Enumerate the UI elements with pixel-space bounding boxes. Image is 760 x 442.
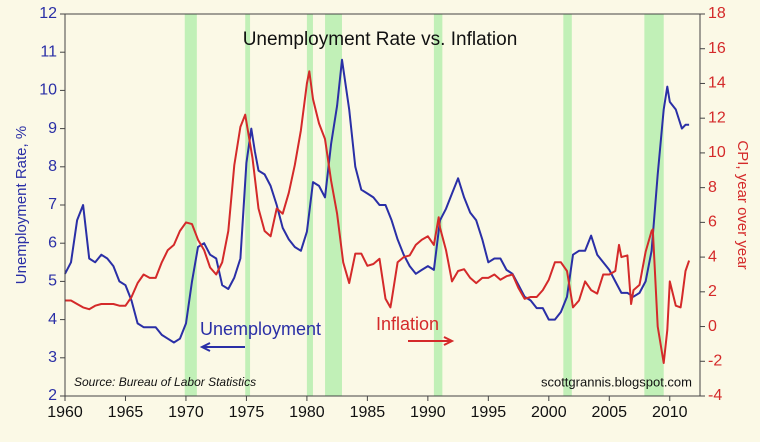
y-tick-label: 9 xyxy=(48,120,57,137)
recession-band xyxy=(245,14,251,396)
y-tick-label: 5 xyxy=(48,273,57,290)
y-tick-label: 12 xyxy=(39,5,57,22)
lines xyxy=(64,58,691,364)
y2-tick-label: 4 xyxy=(708,248,717,265)
chart-title: Unemployment Rate vs. Inflation xyxy=(243,29,518,50)
series-line xyxy=(65,70,691,364)
x-tick-label: 2000 xyxy=(531,404,567,421)
x-tick-label: 1995 xyxy=(471,404,507,421)
y-tick-label: 6 xyxy=(48,234,57,251)
recession-band xyxy=(433,14,443,396)
y2-tick-label: 6 xyxy=(708,214,717,231)
inflation-label: Inflation xyxy=(376,314,439,334)
y-tick-label: 3 xyxy=(48,349,57,366)
y-tick-label: 7 xyxy=(48,196,57,213)
x-tick-label: 2010 xyxy=(652,404,688,421)
x-tick-label: 1975 xyxy=(229,404,265,421)
x-tick-label: 1985 xyxy=(350,404,386,421)
y2-tick-label: 18 xyxy=(708,5,726,22)
y2-tick-label: 8 xyxy=(708,179,717,196)
y2-tick-label: -2 xyxy=(708,352,722,369)
source-note: Source: Bureau of Labor Statistics xyxy=(74,375,256,389)
x-tick-label: 1960 xyxy=(47,404,83,421)
y-axis-title: Unemployment Rate, % xyxy=(13,126,30,284)
y2-tick-label: 2 xyxy=(708,283,717,300)
x-tick-label: 1980 xyxy=(289,404,325,421)
recession-band xyxy=(644,14,664,396)
x-tick-label: 1965 xyxy=(108,404,144,421)
unemployment-arrow xyxy=(199,342,245,352)
unemployment-label: Unemployment xyxy=(200,319,321,339)
x-tick-label: 1990 xyxy=(410,404,446,421)
y2-tick-label: 10 xyxy=(708,144,726,161)
y2-tick-label: 0 xyxy=(708,318,717,335)
y-tick-label: 10 xyxy=(39,82,57,99)
x-tick-label: 2005 xyxy=(591,404,627,421)
y-tick-label: 2 xyxy=(48,387,57,404)
series-line xyxy=(64,58,690,344)
credit-note: scottgrannis.blogspot.com xyxy=(541,374,692,389)
y2-axis-title: CPI, year over year xyxy=(734,140,751,269)
y2-tick-label: 14 xyxy=(708,75,726,92)
recession-band xyxy=(325,14,342,396)
y2-tick-label: 16 xyxy=(708,40,726,57)
y2-tick-label: 12 xyxy=(708,109,726,126)
y2-tick-label: -4 xyxy=(708,387,722,404)
y-tick-label: 8 xyxy=(48,158,57,175)
y-tick-label: 4 xyxy=(48,311,57,328)
x-tick-label: 1970 xyxy=(168,404,204,421)
recession-band xyxy=(563,14,572,396)
recession-band xyxy=(184,14,197,396)
inflation-arrow xyxy=(408,336,455,346)
y-tick-label: 11 xyxy=(40,43,57,60)
